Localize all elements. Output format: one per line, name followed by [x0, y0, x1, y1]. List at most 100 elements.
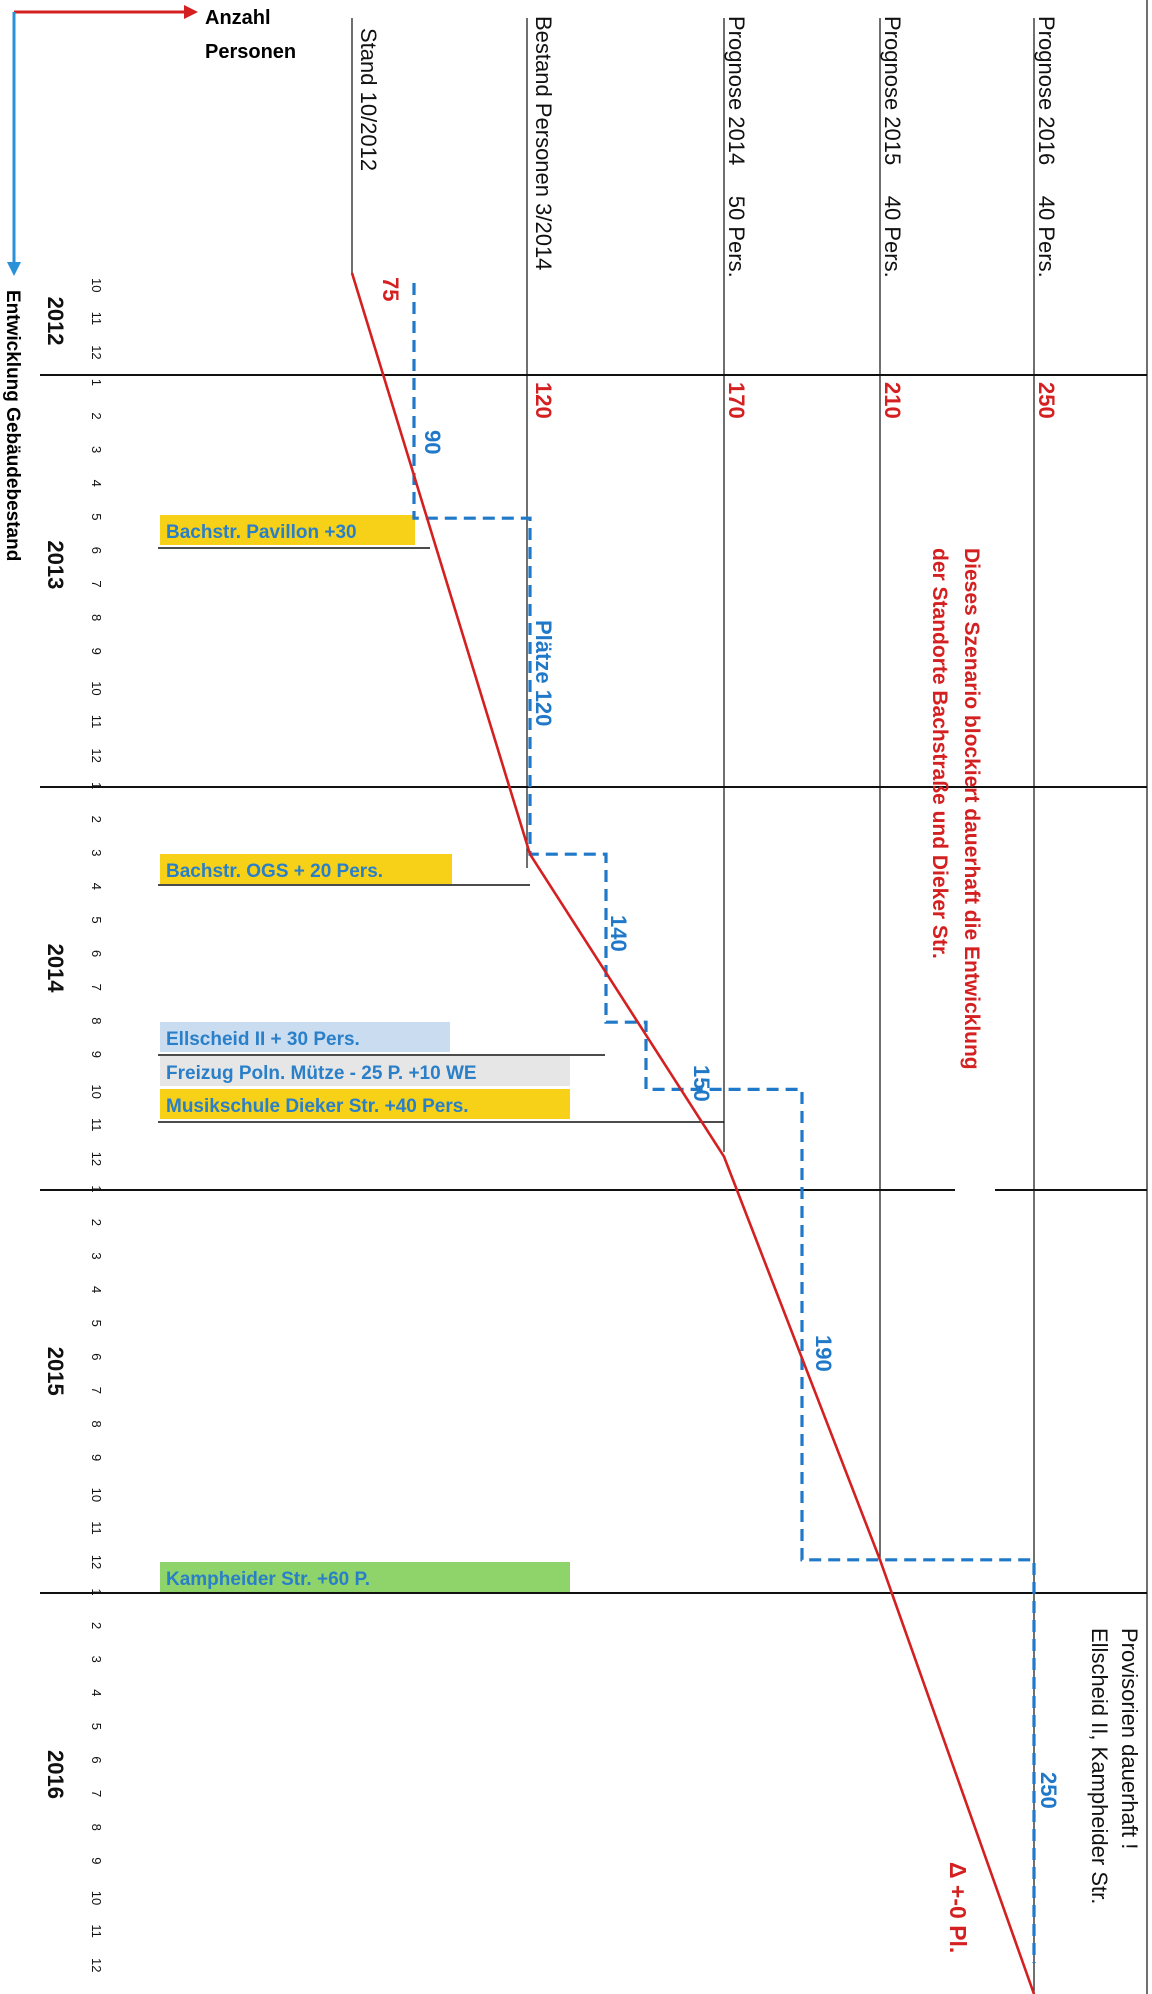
column-header-bestand-2014: Bestand Personen 3/2014 — [531, 16, 556, 270]
horizontal-axis-label-line1: Anzahl — [205, 7, 271, 29]
year-boundaries — [40, 374, 1147, 1594]
month-tick-label: 12 — [89, 1152, 104, 1166]
column-header-stand-2012: Stand 10/2012 — [356, 28, 381, 171]
column-header-prognose-2014: Prognose 2014 50 Pers. — [724, 16, 749, 278]
horizontal-axis-arrow-head — [184, 5, 198, 19]
year-label: 2012 — [43, 297, 68, 346]
month-tick-label: 10 — [89, 1488, 104, 1502]
month-tick-label: 6 — [89, 1756, 104, 1763]
year-label: 2015 — [43, 1347, 68, 1396]
capacity-step-line — [412, 283, 1036, 1963]
column-value-210: 210 — [880, 382, 905, 419]
year-labels: 2012 2013 2014 2015 2016 — [43, 297, 68, 1799]
event-text-ellscheid: Ellscheid II + 30 Pers. — [166, 1029, 360, 1050]
month-tick-label: 9 — [89, 648, 104, 655]
vertical-axis-arrow-head — [7, 262, 21, 276]
month-tick-label: 11 — [89, 1118, 104, 1132]
month-tick-label: 5 — [89, 513, 104, 520]
event-text-ogs: Bachstr. OGS + 20 Pers. — [166, 861, 383, 882]
persons-line — [350, 272, 1036, 1994]
axis-arrows: Anzahl Personen Entwicklung Gebäudebesta… — [2, 5, 296, 561]
month-tick-label: 3 — [89, 1252, 104, 1259]
month-tick-label: 5 — [89, 916, 104, 923]
column-lines — [351, 0, 1148, 1994]
scenario-note-line1: Dieses Szenario blockiert dauerhaft die … — [960, 548, 983, 1070]
column-value-170: 170 — [724, 382, 749, 419]
month-tick-label: 11 — [89, 1521, 104, 1535]
vertical-axis-label: Entwicklung Gebäudebestand — [2, 290, 23, 561]
month-tick-label: 4 — [89, 480, 104, 487]
month-tick-label: 9 — [89, 1454, 104, 1461]
series-capacity — [412, 283, 1036, 1963]
event-box-freizug — [160, 1056, 570, 1086]
month-tick-label: 12 — [89, 1555, 104, 1569]
year-label: 2013 — [43, 540, 68, 589]
month-tick-label: 5 — [89, 1723, 104, 1730]
month-tick-label: 4 — [89, 1689, 104, 1696]
column-value-75: 75 — [378, 277, 403, 301]
month-tick-label: 2 — [89, 816, 104, 823]
capacity-label-120: Plätze 120 — [531, 620, 556, 726]
event-text-kampheider: Kampheider Str. +60 P. — [166, 1569, 370, 1590]
month-tick-label: 2 — [89, 412, 104, 419]
month-tick-label: 4 — [89, 1286, 104, 1293]
event-box-kampheider — [160, 1562, 570, 1592]
event-box-pavillon — [160, 515, 415, 545]
month-tick-label: 10 — [89, 1084, 104, 1098]
column-header-prognose-2015: Prognose 2015 40 Pers. — [880, 16, 905, 278]
month-tick-label: 3 — [89, 446, 104, 453]
annotations: Dieses Szenario blockiert dauerhaft die … — [928, 548, 1142, 1953]
column-values: 75 120 170 210 250 — [378, 277, 1059, 419]
month-tick-label: 4 — [89, 883, 104, 890]
delta-note: Δ +-0 Pl. — [945, 1862, 971, 1953]
month-tick-label: 1 — [89, 379, 104, 386]
capacity-label-190: 190 — [811, 1335, 836, 1372]
column-headers: Stand 10/2012 Bestand Personen 3/2014 Pr… — [356, 16, 1059, 278]
provisorien-note-line1: Provisorien dauerhaft ! — [1117, 1628, 1142, 1849]
month-tick-label: 9 — [89, 1051, 104, 1058]
event-text-freizug: Freizug Poln. Mütze - 25 P. +10 WE — [166, 1063, 477, 1084]
event-box-musikschule — [160, 1089, 570, 1119]
month-tick-label: 12 — [89, 1958, 104, 1972]
column-header-prognose-2016: Prognose 2016 40 Pers. — [1034, 16, 1059, 278]
month-tick-label: 1 — [89, 1588, 104, 1595]
month-tick-label: 2 — [89, 1622, 104, 1629]
month-tick-label: 7 — [89, 1790, 104, 1797]
scenario-note-line2: der Standorte Bachstraße und Dieker Str. — [928, 548, 951, 959]
month-tick-label: 5 — [89, 1320, 104, 1327]
month-tick-label: 1 — [89, 1185, 104, 1192]
month-tick-label: 10 — [89, 681, 104, 695]
capacity-label-90: 90 — [420, 430, 445, 454]
capacity-label-250: 250 — [1036, 1772, 1061, 1809]
month-tick-label: 6 — [89, 950, 104, 957]
month-tick-label: 3 — [89, 1656, 104, 1663]
month-tick-label: 7 — [89, 1387, 104, 1394]
event-text-musikschule: Musikschule Dieker Str. +40 Pers. — [166, 1096, 469, 1117]
month-tick-label: 3 — [89, 849, 104, 856]
event-box-ellscheid — [160, 1022, 450, 1052]
month-tick-label: 10 — [89, 1891, 104, 1905]
month-tick-label: 12 — [89, 345, 104, 359]
capacity-label-150: 150 — [689, 1065, 714, 1102]
month-tick-label: 8 — [89, 1420, 104, 1427]
month-tick-label: 2 — [89, 1219, 104, 1226]
provisorien-note-line2: Ellscheid II, Kampheider Str. — [1087, 1628, 1112, 1904]
series-persons — [350, 272, 1036, 1994]
event-boxes: Bachstr. Pavillon +30 Bachstr. OGS + 20 … — [160, 515, 570, 1592]
capacity-labels: 90 Plätze 120 140 150 190 250 — [420, 430, 1061, 1809]
column-value-120: 120 — [531, 382, 556, 419]
year-label: 2014 — [43, 944, 68, 994]
month-tick-label: 6 — [89, 547, 104, 554]
horizontal-axis-label-line2: Personen — [205, 41, 296, 63]
month-tick-label: 1 — [89, 782, 104, 789]
month-tick-labels: 1011121234567891011121234567891011121234… — [89, 278, 104, 1972]
capacity-label-140: 140 — [606, 915, 631, 952]
month-tick-label: 7 — [89, 984, 104, 991]
month-tick-label: 8 — [89, 1017, 104, 1024]
month-tick-label: 10 — [89, 278, 104, 292]
column-value-250: 250 — [1034, 382, 1059, 419]
month-tick-label: 11 — [89, 715, 104, 729]
event-lines — [158, 547, 724, 1123]
event-text-pavillon: Bachstr. Pavillon +30 — [166, 522, 357, 543]
